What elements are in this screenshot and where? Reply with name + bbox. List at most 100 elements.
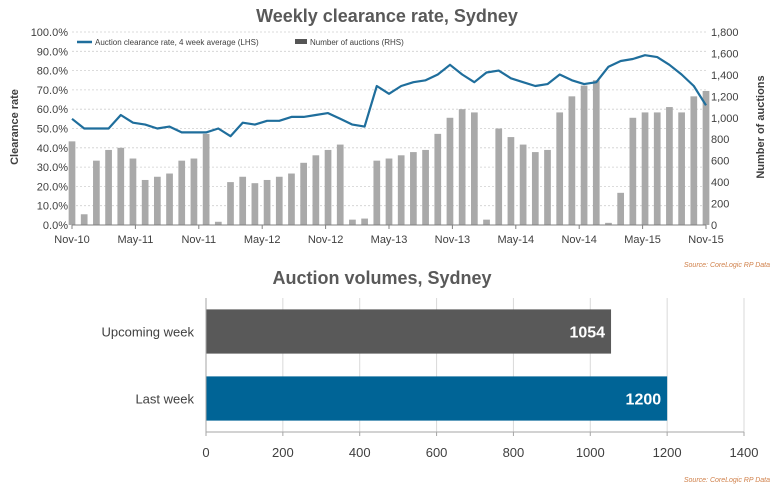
auction-count-bar (458, 109, 466, 225)
auction-count-bar (324, 149, 332, 225)
auction-count-bar (93, 160, 100, 225)
volumes-chart-title: Auction volumes, Sydney (272, 268, 491, 288)
x-axis-tick-label: May-13 (371, 234, 408, 246)
left-axis-tick-label: 80.0% (37, 66, 68, 78)
auction-count-bar (641, 112, 649, 225)
left-axis-title: Clearance rate (9, 89, 21, 165)
auction-count-bar (190, 158, 198, 225)
clearance-chart-source: Source: CoreLogic RP Data (684, 262, 770, 269)
auction-count-bar (202, 133, 210, 225)
auction-count-bar (666, 107, 673, 225)
x-axis-tick-label: Nov-11 (181, 234, 216, 246)
auction-count-bar (568, 96, 576, 225)
auction-count-bar (300, 162, 308, 225)
volumes-x-tick-label: 1400 (730, 445, 759, 460)
auction-count-bar (434, 133, 442, 225)
auction-count-bar (373, 160, 381, 225)
legend-label-clearance-rate: Auction clearance rate, 4 week average (… (95, 38, 259, 47)
left-axis-tick-label: 0.0% (43, 220, 68, 232)
auction-count-bar (141, 179, 149, 225)
volumes-bars: 1054 1200 (206, 309, 668, 421)
volume-bar (206, 309, 612, 354)
x-axis-tick-label: May-14 (497, 234, 534, 246)
auction-count-bar (275, 176, 283, 225)
right-axis-tick-label: 1,600 (711, 48, 739, 60)
volumes-x-tick-label: 1000 (576, 445, 605, 460)
clearance-rate-line (71, 54, 707, 138)
auction-count-bar (288, 173, 295, 225)
auction-count-bar (446, 117, 454, 225)
auction-count-bar (336, 144, 344, 225)
right-axis-tick-label: 200 (711, 199, 729, 211)
volume-bar-value-label: 1054 (569, 325, 605, 342)
right-axis-title: Number of auctions (755, 75, 767, 178)
auction-count-bar (251, 183, 259, 225)
auction-count-bar (227, 182, 234, 225)
auction-count-bars (68, 80, 710, 225)
clearance-chart-legend: Auction clearance rate, 4 week average (… (77, 38, 404, 47)
volumes-x-tick-label: 1200 (653, 445, 682, 460)
auction-count-bar (129, 158, 137, 225)
left-axis-tick-label: 90.0% (37, 46, 68, 58)
right-axis-tick-label: 800 (711, 134, 729, 146)
right-axis-tick-label: 400 (711, 177, 729, 189)
right-axis-tick-label: 1,200 (711, 91, 739, 103)
auction-count-bar (239, 176, 247, 225)
legend-label-auctions: Number of auctions (RHS) (310, 38, 404, 47)
clearance-chart-axes: 0.0% 10.0% 20.0% 30.0% 40.0% 50.0% 60.0% 70.0% 8… (31, 27, 739, 246)
auction-count-bar (653, 112, 661, 225)
right-axis-tick-label: 0 (711, 220, 717, 232)
volumes-x-tick-label: 600 (426, 445, 448, 460)
volumes-x-tick-label: 0 (202, 445, 209, 460)
left-axis-tick-label: 70.0% (37, 85, 68, 97)
auction-count-bar (531, 152, 539, 225)
auction-count-bar (397, 155, 405, 225)
volume-category-label: Last week (135, 392, 194, 407)
x-axis-tick-label: May-12 (244, 234, 281, 246)
auction-count-bar (702, 90, 710, 225)
auction-count-bar (385, 158, 393, 225)
auction-count-bar (470, 112, 478, 225)
legend-bar-swatch (295, 39, 307, 44)
auction-count-bar (263, 179, 271, 225)
x-axis-tick-label: Nov-14 (561, 234, 596, 246)
auction-count-bar (483, 219, 490, 225)
auction-count-bar (556, 112, 564, 225)
auction-count-bar (349, 219, 356, 225)
auction-count-bar (153, 176, 161, 225)
clearance-rate-4wk-line (71, 54, 707, 138)
left-axis-tick-label: 60.0% (37, 104, 68, 116)
x-axis-tick-label: Nov-13 (435, 234, 470, 246)
auction-count-bar (592, 80, 600, 225)
auction-count-bar (495, 128, 503, 225)
right-axis-tick-label: 1,400 (711, 70, 739, 82)
auction-count-bar (214, 221, 222, 225)
right-axis-tick-label: 1,800 (711, 27, 739, 39)
auction-count-bar (544, 149, 551, 225)
auction-count-bar (678, 112, 685, 225)
x-axis-tick-label: May-15 (624, 234, 661, 246)
left-axis-tick-label: 50.0% (37, 124, 68, 136)
volume-category-label: Upcoming week (102, 325, 195, 340)
volumes-x-tick-label: 400 (349, 445, 371, 460)
clearance-chart-grid (72, 31, 706, 226)
left-axis-tick-label: 40.0% (37, 143, 68, 155)
x-axis-tick-label: May-11 (117, 234, 153, 246)
volumes-chart-source: Source: CoreLogic RP Data (684, 477, 770, 484)
x-axis-tick-label: Nov-15 (688, 234, 723, 246)
left-axis-tick-label: 10.0% (37, 201, 68, 213)
x-axis-tick-label: Nov-10 (54, 234, 89, 246)
volume-bar (206, 376, 668, 421)
auction-count-bar (410, 152, 417, 225)
auction-count-bar (105, 149, 112, 225)
x-axis-tick-label: Nov-12 (308, 234, 343, 246)
auction-count-bar (68, 141, 76, 225)
auction-count-bar (605, 222, 612, 225)
left-axis-tick-label: 100.0% (31, 27, 69, 39)
auction-count-bar (312, 155, 320, 225)
clearance-chart-title: Weekly clearance rate, Sydney (256, 6, 518, 26)
auction-count-bar (507, 137, 515, 225)
auction-count-bar (422, 149, 429, 225)
